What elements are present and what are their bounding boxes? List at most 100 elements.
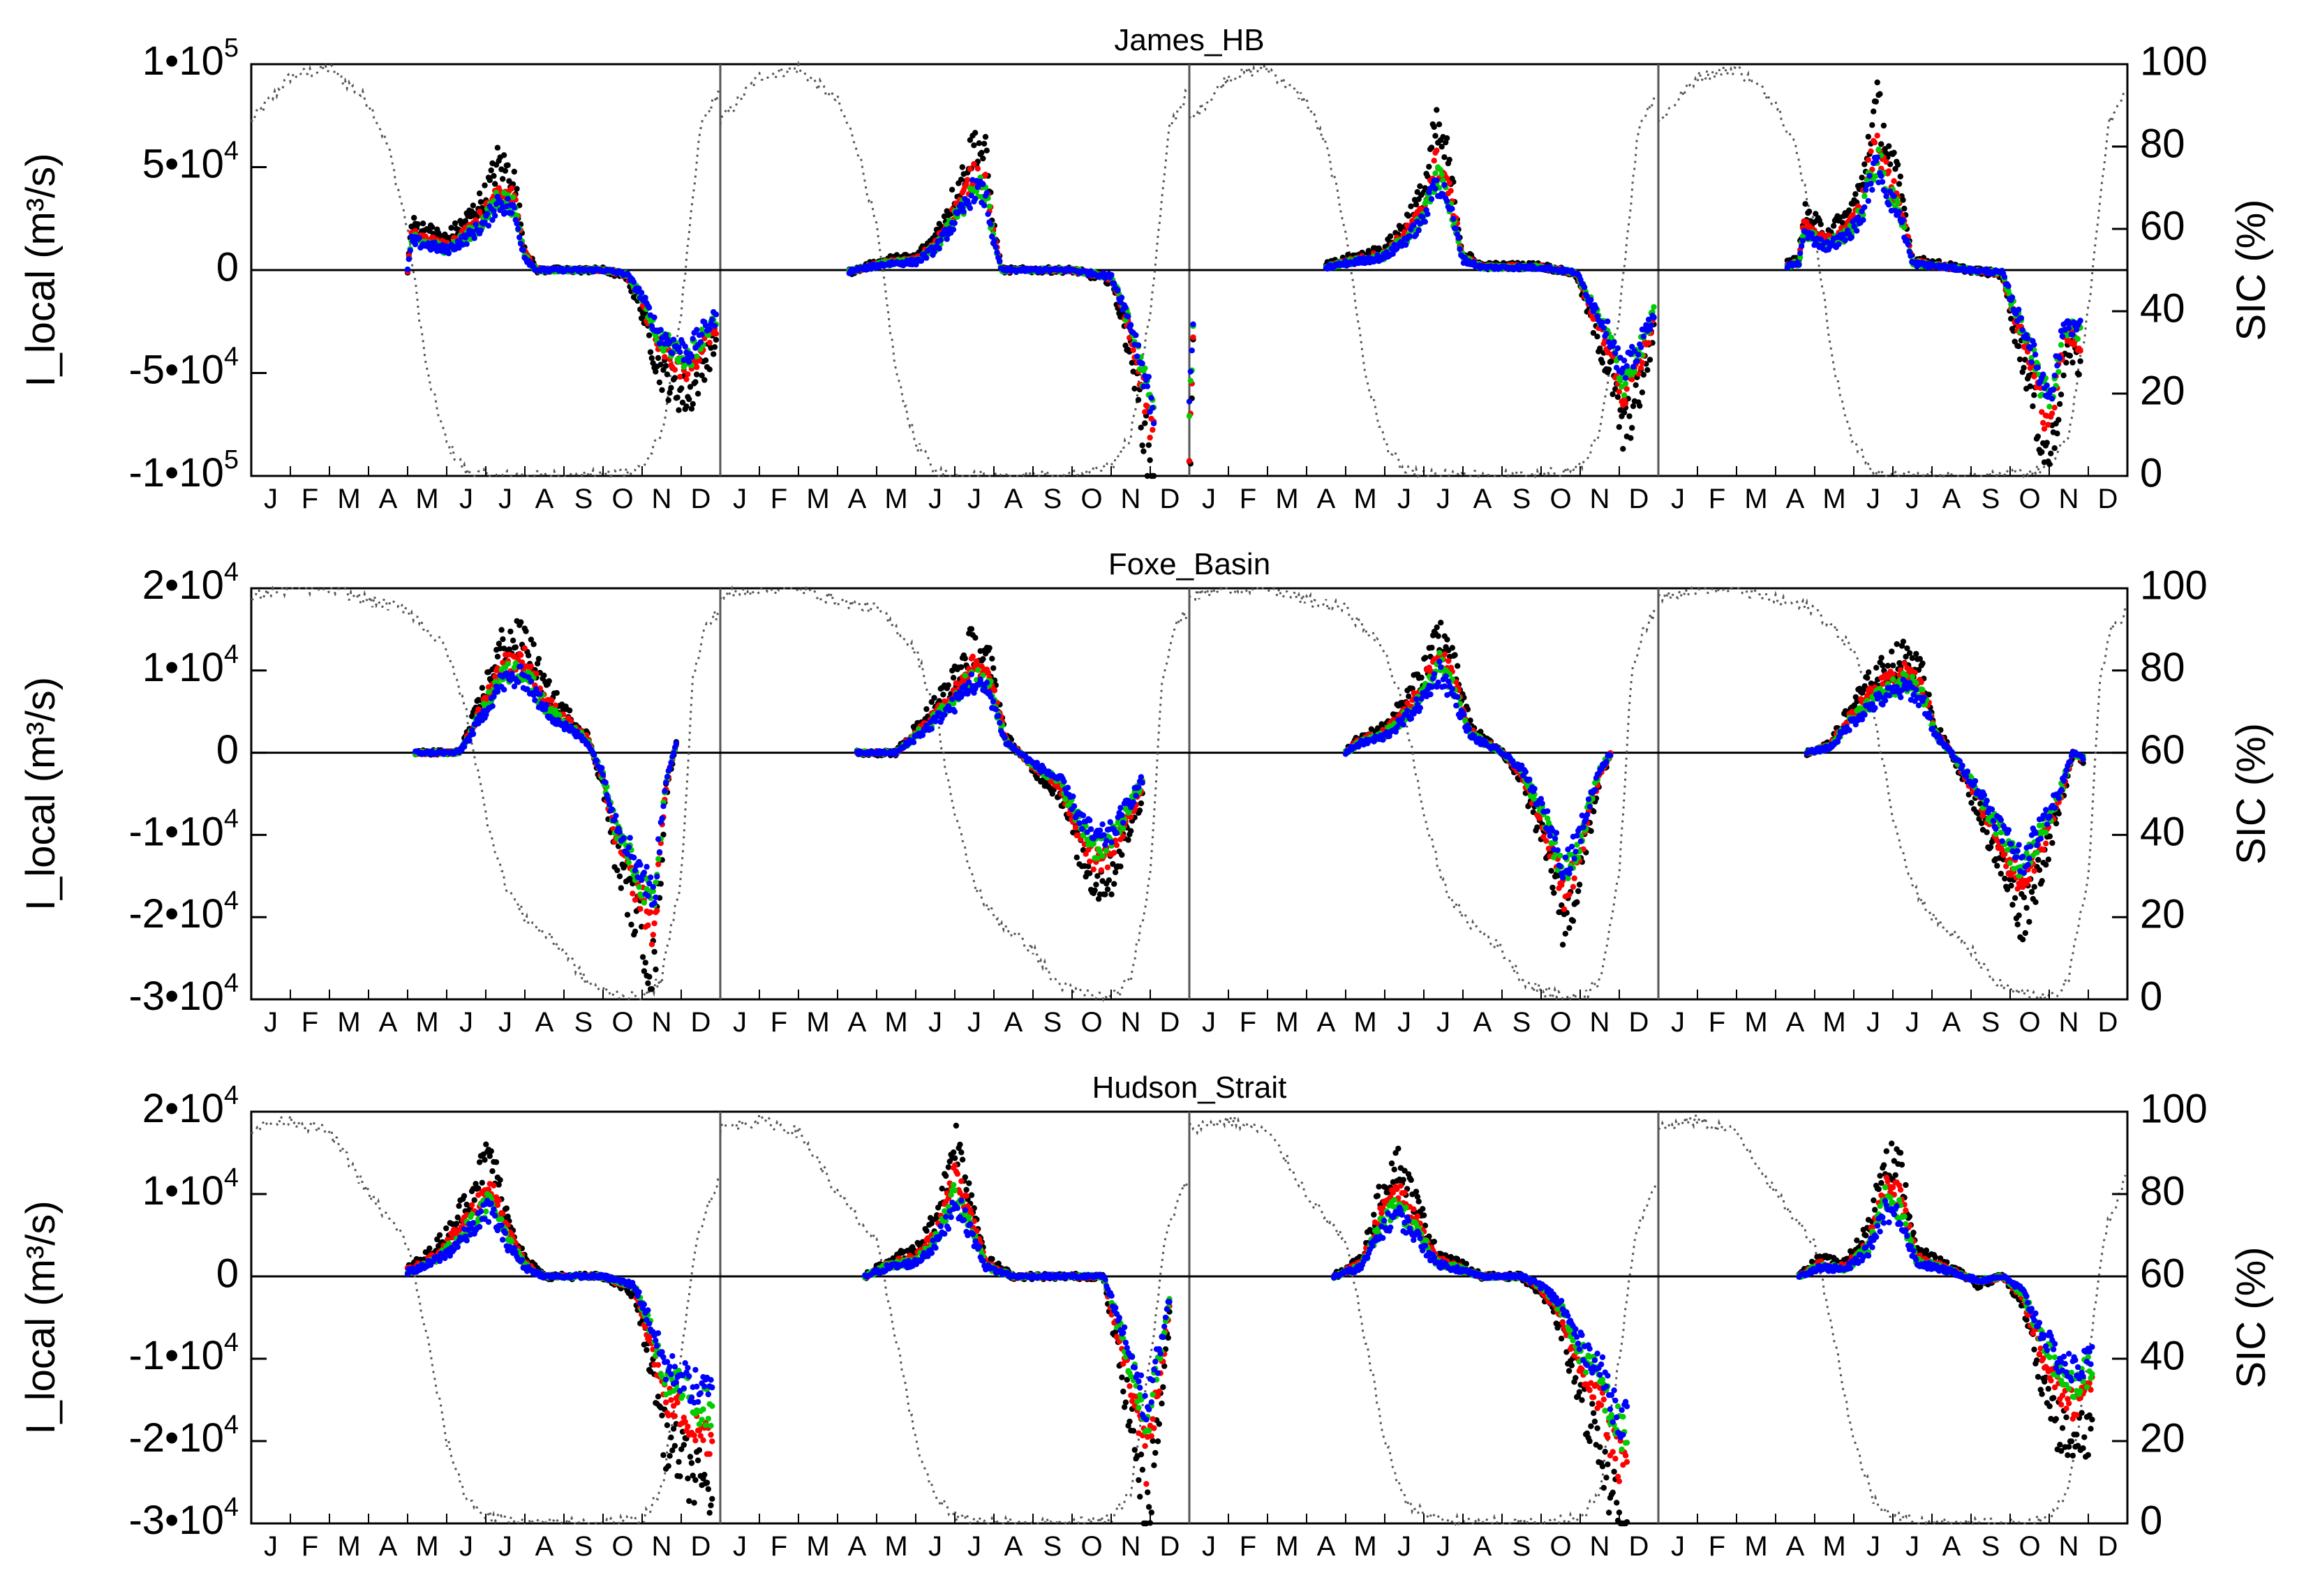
data-point-black <box>2056 417 2062 423</box>
data-point-blue <box>1425 211 1431 217</box>
data-point-black <box>979 149 985 156</box>
data-point-blue <box>473 221 479 228</box>
data-point-black <box>949 186 956 193</box>
data-point-blue <box>543 702 550 708</box>
data-point-black <box>1422 185 1429 191</box>
data-point-blue <box>1869 186 1875 193</box>
data-point-blue <box>1150 420 1157 426</box>
data-point-blue <box>993 244 999 250</box>
data-point-blue <box>688 353 695 360</box>
data-point-black <box>678 385 685 391</box>
data-point-blue <box>482 219 488 225</box>
data-point-blue <box>484 211 491 217</box>
data-point-black <box>505 162 511 168</box>
data-point-blue <box>1127 322 1134 328</box>
data-point-black <box>2058 391 2065 398</box>
month-label: M <box>1744 484 1767 514</box>
data-point-red <box>476 209 483 215</box>
data-point-blue <box>505 195 511 202</box>
data-point-green <box>625 859 632 866</box>
panel-title: James_HB <box>1114 23 1264 57</box>
data-point-black <box>511 168 517 175</box>
data-point-black <box>614 867 620 874</box>
data-point-blue <box>1144 383 1151 389</box>
data-point-black <box>1431 124 1437 130</box>
data-point-black <box>1896 181 1903 187</box>
data-point-black <box>1147 457 1153 463</box>
data-point-blue <box>1648 322 1654 329</box>
data-point-black <box>1140 448 1147 454</box>
data-point-green <box>1622 380 1629 387</box>
data-point-blue <box>511 204 517 211</box>
data-point-black <box>1644 367 1651 373</box>
ytick-label: 0 <box>216 244 239 290</box>
month-label: A <box>1786 484 1805 514</box>
month-label: A <box>1317 484 1336 514</box>
data-point-blue <box>983 190 990 196</box>
data-point-black <box>1852 191 1859 197</box>
data-point-blue <box>1908 253 1914 259</box>
data-point-blue <box>609 806 616 813</box>
data-point-blue <box>676 344 682 350</box>
data-point-black <box>713 336 720 343</box>
data-point-black <box>645 980 651 987</box>
data-point-black <box>959 164 966 170</box>
month-label: N <box>1121 484 1141 514</box>
month-label: J <box>1905 484 1919 514</box>
data-point-black <box>648 986 655 992</box>
data-point-blue <box>590 752 597 758</box>
data-point-red <box>683 376 690 382</box>
data-point-black <box>711 344 718 350</box>
data-point-red <box>1186 458 1193 464</box>
data-point-black <box>482 182 488 188</box>
data-point-blue <box>1866 172 1873 179</box>
data-point-blue <box>1443 197 1450 204</box>
month-label: S <box>574 484 593 514</box>
data-point-blue <box>2051 373 2058 379</box>
data-point-black <box>986 645 993 651</box>
data-point-blue <box>642 294 648 301</box>
data-point-black <box>1432 133 1439 139</box>
month-label: M <box>806 484 829 514</box>
month-label: J <box>498 484 512 514</box>
data-point-black <box>694 391 701 397</box>
data-point-black <box>1142 420 1148 426</box>
data-point-blue <box>1879 179 1886 185</box>
data-point-black <box>976 140 983 147</box>
data-point-black <box>498 627 505 633</box>
data-point-blue <box>677 349 683 355</box>
y2tick-label: 60 <box>2140 203 2185 248</box>
data-point-black <box>2039 449 2045 455</box>
data-point-blue <box>994 249 1000 255</box>
data-point-blue <box>997 258 1003 264</box>
data-point-blue <box>662 331 669 338</box>
sic-curve <box>251 585 720 1001</box>
data-point-green <box>655 856 662 863</box>
data-point-blue <box>682 343 688 350</box>
data-point-black <box>1640 371 1646 378</box>
data-point-black <box>2060 372 2067 379</box>
data-point-blue <box>1603 331 1610 337</box>
data-point-blue <box>1122 304 1129 311</box>
data-point-black <box>950 675 957 681</box>
data-point-blue <box>1415 227 1422 234</box>
data-point-red <box>1891 178 1897 184</box>
data-point-blue <box>1455 234 1462 241</box>
data-point-black <box>1637 403 1643 409</box>
y2tick-label: 100 <box>2140 38 2208 84</box>
data-point-black <box>1426 163 1432 170</box>
data-point-black <box>507 628 514 635</box>
data-point-black <box>502 167 509 174</box>
data-point-black <box>541 672 547 679</box>
data-point-blue <box>972 195 979 202</box>
data-point-red <box>655 861 662 867</box>
data-point-black <box>656 379 663 386</box>
data-point-black <box>2054 431 2060 437</box>
data-point-blue <box>1441 181 1448 188</box>
data-point-red <box>2045 422 2051 428</box>
data-point-black <box>488 167 494 174</box>
data-point-blue <box>1637 344 1644 350</box>
data-point-blue <box>988 221 994 228</box>
data-point-red <box>982 172 989 178</box>
data-point-black <box>512 644 519 650</box>
